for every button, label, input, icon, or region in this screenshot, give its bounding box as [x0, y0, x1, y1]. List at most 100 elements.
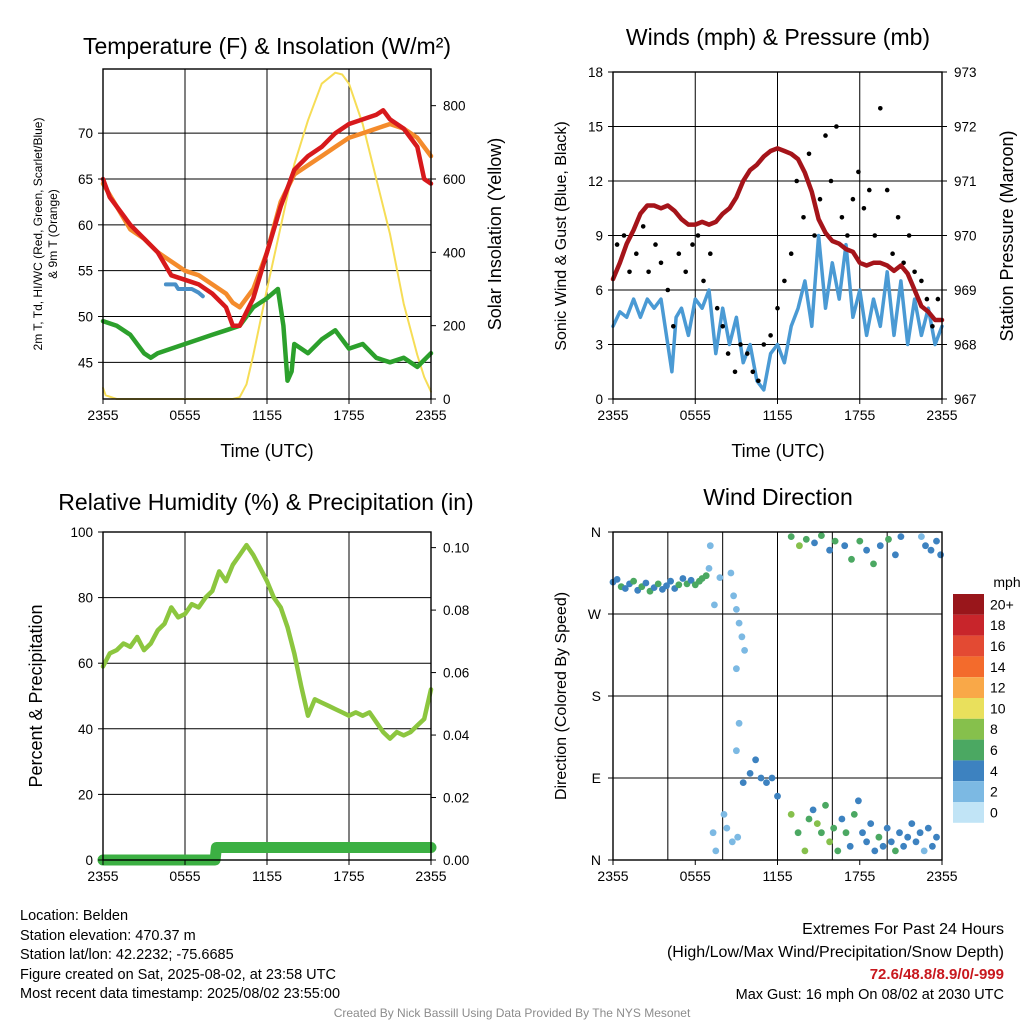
rh-ylabel: Percent & Precipitation: [26, 604, 46, 787]
wind-panel-xtick-label: 2355: [597, 407, 628, 423]
direction-point: [859, 829, 866, 837]
speed-legend-swatch: [953, 614, 984, 636]
temp-panel-xtick-label: 2355: [415, 407, 446, 423]
direction-point: [892, 551, 899, 559]
wind-panel-xtick-label: 0555: [680, 407, 711, 423]
direction-point: [920, 847, 928, 855]
temp-panel-xtick-label: 2355: [87, 407, 118, 423]
rh-title: Relative Humidity (%) & Precipitation (i…: [58, 489, 473, 515]
temp-panel-y2tick-label: 400: [443, 245, 466, 260]
direction-point: [705, 565, 713, 572]
direction-point: [904, 833, 912, 841]
direction-point: [727, 569, 735, 577]
wind-panel-ytick-label: 9: [595, 229, 603, 244]
direction-point: [667, 577, 674, 585]
wind-panel-xtick-label: 2355: [926, 407, 957, 423]
rh-panel-xtick-label: 2355: [87, 868, 118, 884]
gust-point: [924, 296, 930, 302]
gust-point: [788, 251, 794, 256]
wind-panel-ytick-label: 18: [588, 65, 603, 80]
dir-panel-ytick-label: S: [592, 688, 601, 704]
station-latlon: Station lat/lon: 42.2232; -75.6685: [20, 947, 234, 964]
extremes-values: 72.6/48.8/8.9/0/-999: [869, 966, 1004, 983]
gust-point: [725, 351, 731, 356]
direction-point: [863, 838, 870, 846]
temp-panel-xtick-label: 1755: [333, 407, 364, 423]
gust-point: [930, 324, 935, 329]
direction-point: [927, 546, 935, 554]
direction-point: [834, 847, 842, 855]
gust-point: [640, 224, 646, 229]
speed-legend-label: 0: [990, 804, 998, 820]
extremes-subtitle: (High/Low/Max Wind/Precipitation/Snow De…: [666, 944, 1004, 961]
speed-legend-label: 14: [990, 659, 1006, 675]
gust-point: [745, 351, 750, 356]
rh-panel-y2tick-label: 0.08: [443, 603, 469, 618]
direction-point: [809, 806, 817, 814]
gust-point: [801, 215, 806, 220]
temp-panel-xtick-label: 0555: [169, 407, 200, 423]
direction-point: [848, 555, 855, 563]
gust-point: [708, 251, 713, 256]
direction-point: [867, 820, 875, 827]
direction-point: [912, 838, 920, 846]
direction-point: [879, 842, 887, 850]
max-gust: Max Gust: 16 mph On 08/02 at 2030 UTC: [735, 987, 1004, 1003]
direction-point: [842, 829, 850, 837]
direction-point: [709, 829, 717, 837]
wind-xlabel: Time (UTC): [731, 441, 824, 461]
direction-point: [855, 797, 862, 805]
dir-panel-ytick-label: N: [591, 852, 601, 868]
wind-panel-ytick-label: 15: [588, 120, 603, 135]
gust-point: [695, 233, 701, 238]
direction-point: [813, 820, 821, 827]
direction-point: [856, 537, 864, 545]
gust-point: [738, 342, 743, 347]
direction-point: [752, 756, 759, 764]
direction-point: [863, 546, 870, 554]
dir-panel-ytick-label: E: [592, 770, 601, 786]
wind-y2label: Station Pressure (Maroon): [997, 130, 1017, 341]
direction-point: [763, 779, 770, 786]
direction-point: [916, 829, 924, 837]
wind-panel-y2tick-label: 969: [954, 283, 977, 298]
speed-legend-label: 20+: [990, 596, 1014, 612]
rh-panel-y2tick-label: 0.10: [443, 541, 469, 556]
direction-point: [735, 619, 743, 627]
temp-panel-ytick-label: 50: [78, 310, 93, 325]
wind-panel-xtick-label: 1755: [844, 407, 875, 423]
direction-point: [922, 542, 929, 550]
gust-point: [867, 187, 872, 193]
speed-legend-title: mph: [993, 574, 1020, 590]
temp-panel-ytick-label: 45: [78, 355, 93, 370]
gust-point: [812, 233, 817, 238]
gust-point: [761, 342, 767, 347]
direction-point: [818, 829, 825, 837]
direction-point: [768, 774, 776, 782]
gust-point: [701, 278, 706, 284]
direction-point: [918, 533, 925, 540]
gust-point: [872, 233, 878, 238]
series-wind: [611, 233, 944, 392]
station-info: Location: Belden Station elevation: 470.…: [20, 907, 340, 1005]
gust-point: [850, 196, 856, 202]
gust-point: [621, 233, 627, 238]
gust-point: [720, 324, 725, 329]
gust-point: [614, 242, 620, 247]
direction-point: [728, 838, 736, 846]
direction-point: [787, 811, 795, 818]
speed-legend-label: 10: [990, 700, 1006, 716]
direction-point: [850, 811, 858, 818]
speed-legend-swatch: [953, 718, 984, 740]
wind-panel-xtick-label: 1155: [762, 407, 792, 423]
gust-point: [658, 260, 664, 266]
gust-point: [714, 305, 720, 311]
gust-point: [834, 124, 839, 129]
gust-point: [817, 196, 823, 202]
temp-ylabel-line1: 2m T, Td, HI/WC (Red, Green, Scarlet/Blu…: [31, 118, 45, 351]
direction-point: [735, 719, 743, 727]
rh-panel-ytick-label: 20: [78, 787, 93, 802]
speed-legend-swatch: [953, 802, 984, 823]
direction-point: [675, 581, 683, 589]
